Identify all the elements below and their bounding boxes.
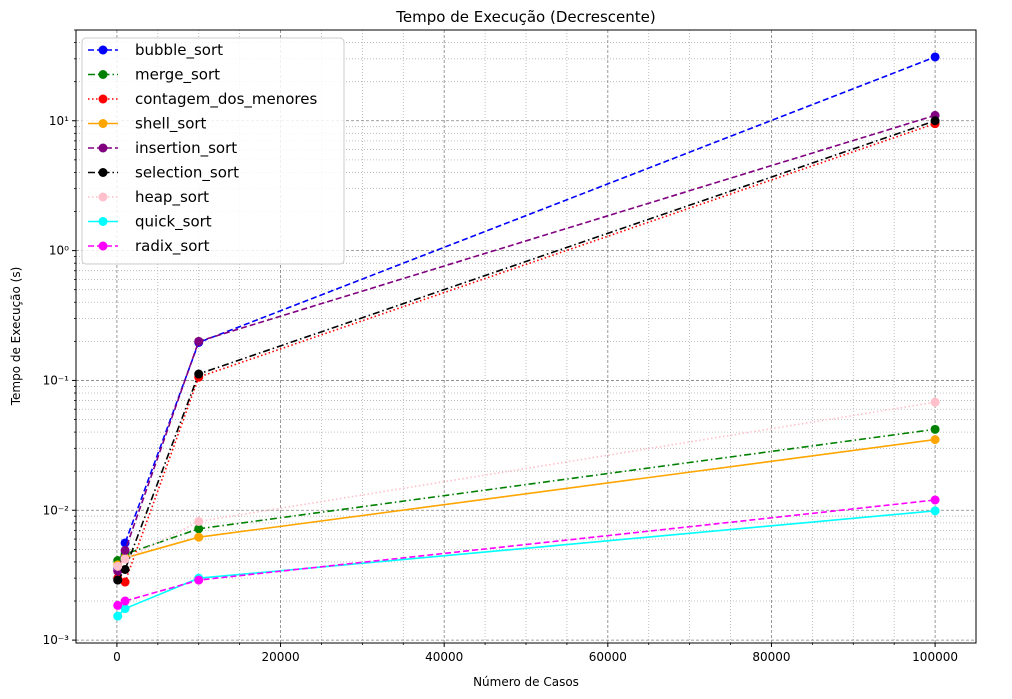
data-point [194, 369, 204, 379]
y-tick-label: 10⁰ [49, 244, 69, 258]
y-tick-label: 10⁻² [43, 503, 70, 517]
legend-item: merge_sort [88, 66, 220, 85]
x-tick-label: 0 [113, 650, 121, 664]
legend: bubble_sort merge_sort contagem_dos_menore… [81, 37, 345, 265]
legend-box [81, 37, 345, 265]
legend-item: selection_sort [88, 164, 239, 183]
data-point [930, 506, 940, 516]
data-point [930, 52, 940, 62]
legend-marker [98, 143, 108, 153]
legend-marker [98, 217, 108, 226]
x-axis-label: Número de Casos [473, 675, 579, 689]
legend-label: insertion_sort [135, 139, 237, 158]
legend-item: radix_sort [88, 237, 210, 256]
legend-marker [98, 241, 108, 251]
data-point [194, 575, 204, 585]
series-line [117, 510, 936, 617]
y-axis-label: Tempo de Execução (s) [9, 267, 23, 407]
legend-item: quick_sort [88, 213, 212, 232]
legend-item: contagem_dos_menores [88, 90, 317, 109]
data-point [120, 604, 130, 614]
data-point [930, 424, 940, 434]
y-tick-label: 10⁻³ [43, 633, 70, 647]
legend-marker [98, 192, 108, 202]
data-point [194, 524, 204, 534]
data-point [930, 435, 940, 445]
data-point [930, 116, 940, 126]
legend-label: selection_sort [135, 164, 239, 183]
x-tick-label: 40000 [425, 650, 463, 664]
legend-item: shell_sort [88, 115, 207, 134]
legend-marker [98, 70, 108, 79]
data-point [113, 600, 123, 610]
data-point [120, 596, 130, 606]
legend-item: insertion_sort [88, 139, 237, 158]
data-point [120, 554, 130, 564]
legend-marker [98, 94, 108, 104]
data-point [930, 397, 940, 407]
data-point [930, 495, 940, 505]
y-tick-label: 10¹ [49, 114, 69, 128]
series-line [117, 401, 936, 567]
data-point [113, 611, 123, 621]
series-lines [113, 52, 940, 621]
legend-label: shell_sort [135, 115, 207, 134]
legend-label: contagem_dos_menores [135, 90, 317, 109]
data-point [194, 336, 204, 346]
data-point [194, 532, 204, 542]
legend-label: heap_sort [135, 188, 209, 207]
legend-marker [98, 168, 108, 177]
legend-marker [98, 119, 108, 128]
legend-label: quick_sort [135, 213, 212, 232]
data-point [120, 564, 130, 574]
y-tick-label: 10⁻¹ [43, 373, 70, 387]
series-line [117, 120, 936, 581]
x-tick-label: 20000 [261, 650, 299, 664]
series-heap_sort [113, 397, 940, 571]
data-point [113, 575, 123, 585]
x-tick-label: 60000 [589, 650, 627, 664]
data-point [113, 561, 123, 571]
data-point [120, 577, 130, 587]
legend-label: merge_sort [135, 66, 220, 85]
chart-title: Tempo de Execução (Decrescente) [395, 8, 655, 26]
axis-ticks: 0 20000 40000 60000 80000 100000 10⁻³ 10⁻² 10⁻¹ 1… [43, 29, 958, 664]
legend-item: heap_sort [88, 188, 209, 207]
data-point [194, 516, 204, 526]
legend-item: bubble_sort [88, 41, 223, 60]
x-tick-label: 80000 [752, 650, 790, 664]
x-tick-label: 100000 [912, 650, 958, 664]
data-point [120, 545, 130, 555]
series-radix_sort [113, 495, 940, 610]
legend-marker [98, 45, 108, 55]
legend-label: radix_sort [135, 237, 210, 256]
series-selection_sort [113, 116, 940, 585]
legend-label: bubble_sort [135, 41, 223, 60]
